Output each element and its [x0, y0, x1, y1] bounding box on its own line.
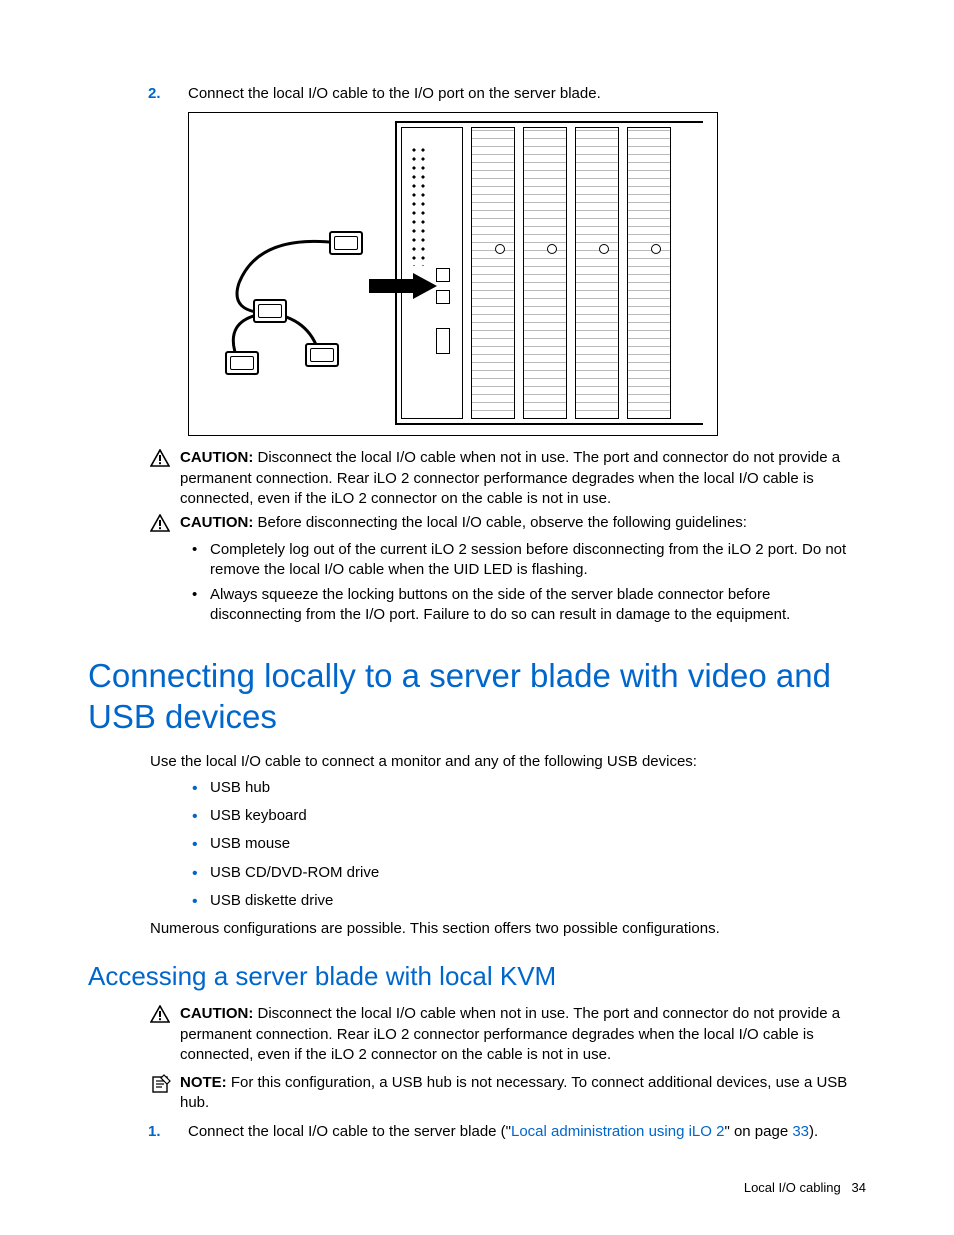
note: NOTE: For this configuration, a USB hub …	[150, 1073, 866, 1114]
caution-3: CAUTION: Disconnect the local I/O cable …	[150, 1004, 866, 1065]
heading-kvm: Accessing a server blade with local KVM	[88, 959, 866, 994]
caution-3-label: CAUTION:	[180, 1005, 253, 1022]
caution-icon	[150, 448, 180, 509]
step-1b: 1. Connect the local I/O cable to the se…	[88, 1122, 866, 1142]
caution-2-label: CAUTION:	[180, 514, 253, 531]
caution-1-text: Disconnect the local I/O cable when not …	[180, 449, 840, 507]
step-1b-number: 1.	[88, 1122, 188, 1142]
list-item: USB mouse	[188, 834, 866, 854]
step-2-text: Connect the local I/O cable to the I/O p…	[188, 84, 601, 104]
step-1b-mid: " on page	[724, 1123, 792, 1140]
step-1b-post: ).	[809, 1123, 818, 1140]
list-item: USB hub	[188, 778, 866, 798]
step-2-number: 2.	[88, 84, 188, 104]
list-item: Completely log out of the current iLO 2 …	[188, 540, 866, 581]
figure-io-cable	[188, 112, 718, 436]
step-1b-pre: Connect the local I/O cable to the serve…	[188, 1123, 511, 1140]
note-icon	[150, 1073, 180, 1114]
device-list: USB hub USB keyboard USB mouse USB CD/DV…	[188, 778, 866, 911]
caution-icon	[150, 513, 180, 536]
caution-2-list: Completely log out of the current iLO 2 …	[188, 540, 866, 625]
link-local-admin[interactable]: Local administration using iLO 2	[511, 1123, 724, 1140]
intro-paragraph: Use the local I/O cable to connect a mon…	[150, 752, 866, 772]
note-text: For this configuration, a USB hub is not…	[180, 1074, 847, 1111]
link-page-ref[interactable]: 33	[792, 1123, 809, 1140]
footer-page: 34	[852, 1180, 866, 1195]
caution-1-label: CAUTION:	[180, 449, 253, 466]
list-item: Always squeeze the locking buttons on th…	[188, 585, 866, 626]
caution-2: CAUTION: Before disconnecting the local …	[150, 513, 866, 536]
caution-1: CAUTION: Disconnect the local I/O cable …	[150, 448, 866, 509]
list-item: USB diskette drive	[188, 891, 866, 911]
step-2: 2. Connect the local I/O cable to the I/…	[88, 84, 866, 104]
heading-connecting: Connecting locally to a server blade wit…	[88, 655, 866, 738]
caution-3-text: Disconnect the local I/O cable when not …	[180, 1005, 840, 1063]
note-label: NOTE:	[180, 1074, 227, 1091]
list-item: USB CD/DVD-ROM drive	[188, 863, 866, 883]
footer-section: Local I/O cabling	[744, 1180, 841, 1195]
intro2-paragraph: Numerous configurations are possible. Th…	[150, 919, 866, 939]
list-item: USB keyboard	[188, 806, 866, 826]
caution-2-lead: Before disconnecting the local I/O cable…	[258, 514, 747, 531]
arrow-icon	[369, 273, 439, 299]
page-footer: Local I/O cabling 34	[744, 1179, 866, 1197]
step-1b-text: Connect the local I/O cable to the serve…	[188, 1122, 818, 1142]
caution-icon	[150, 1004, 180, 1065]
